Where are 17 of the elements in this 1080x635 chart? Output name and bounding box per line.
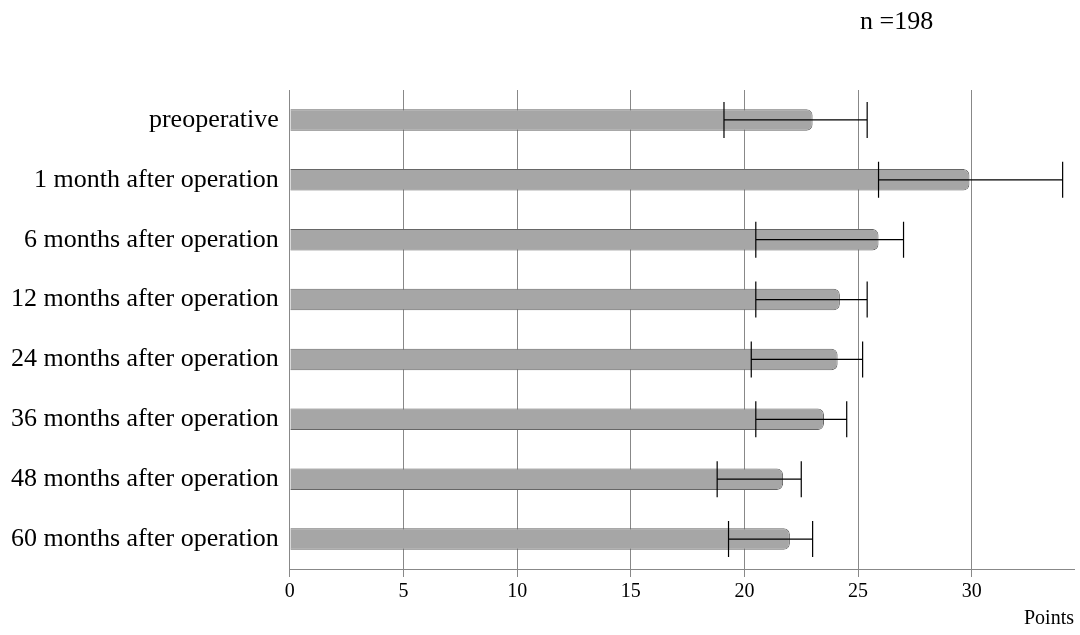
y-tick-label: 48 months after operation xyxy=(11,463,279,493)
x-tick-label: 10 xyxy=(507,579,528,602)
y-tick-label: 1 month after operation xyxy=(34,163,279,193)
x-tick-label: 15 xyxy=(620,579,641,602)
y-tick-label: 36 months after operation xyxy=(11,403,279,433)
x-tick-label: 5 xyxy=(398,579,409,602)
y-tick-label: 6 months after operation xyxy=(24,223,279,253)
y-tick-label: 12 months after operation xyxy=(11,283,279,313)
x-tick-label: 25 xyxy=(848,579,869,602)
x-tick-label: 20 xyxy=(734,579,755,602)
x-axis-title: Points xyxy=(1023,606,1075,629)
y-tick-label: 24 months after operation xyxy=(11,343,279,373)
text: n =198 xyxy=(860,6,934,36)
x-tick-label: 0 xyxy=(284,579,295,602)
y-tick-label: 60 months after operation xyxy=(11,522,279,552)
y-tick-label: preoperative xyxy=(148,103,279,133)
x-tick-label: 30 xyxy=(961,579,982,602)
